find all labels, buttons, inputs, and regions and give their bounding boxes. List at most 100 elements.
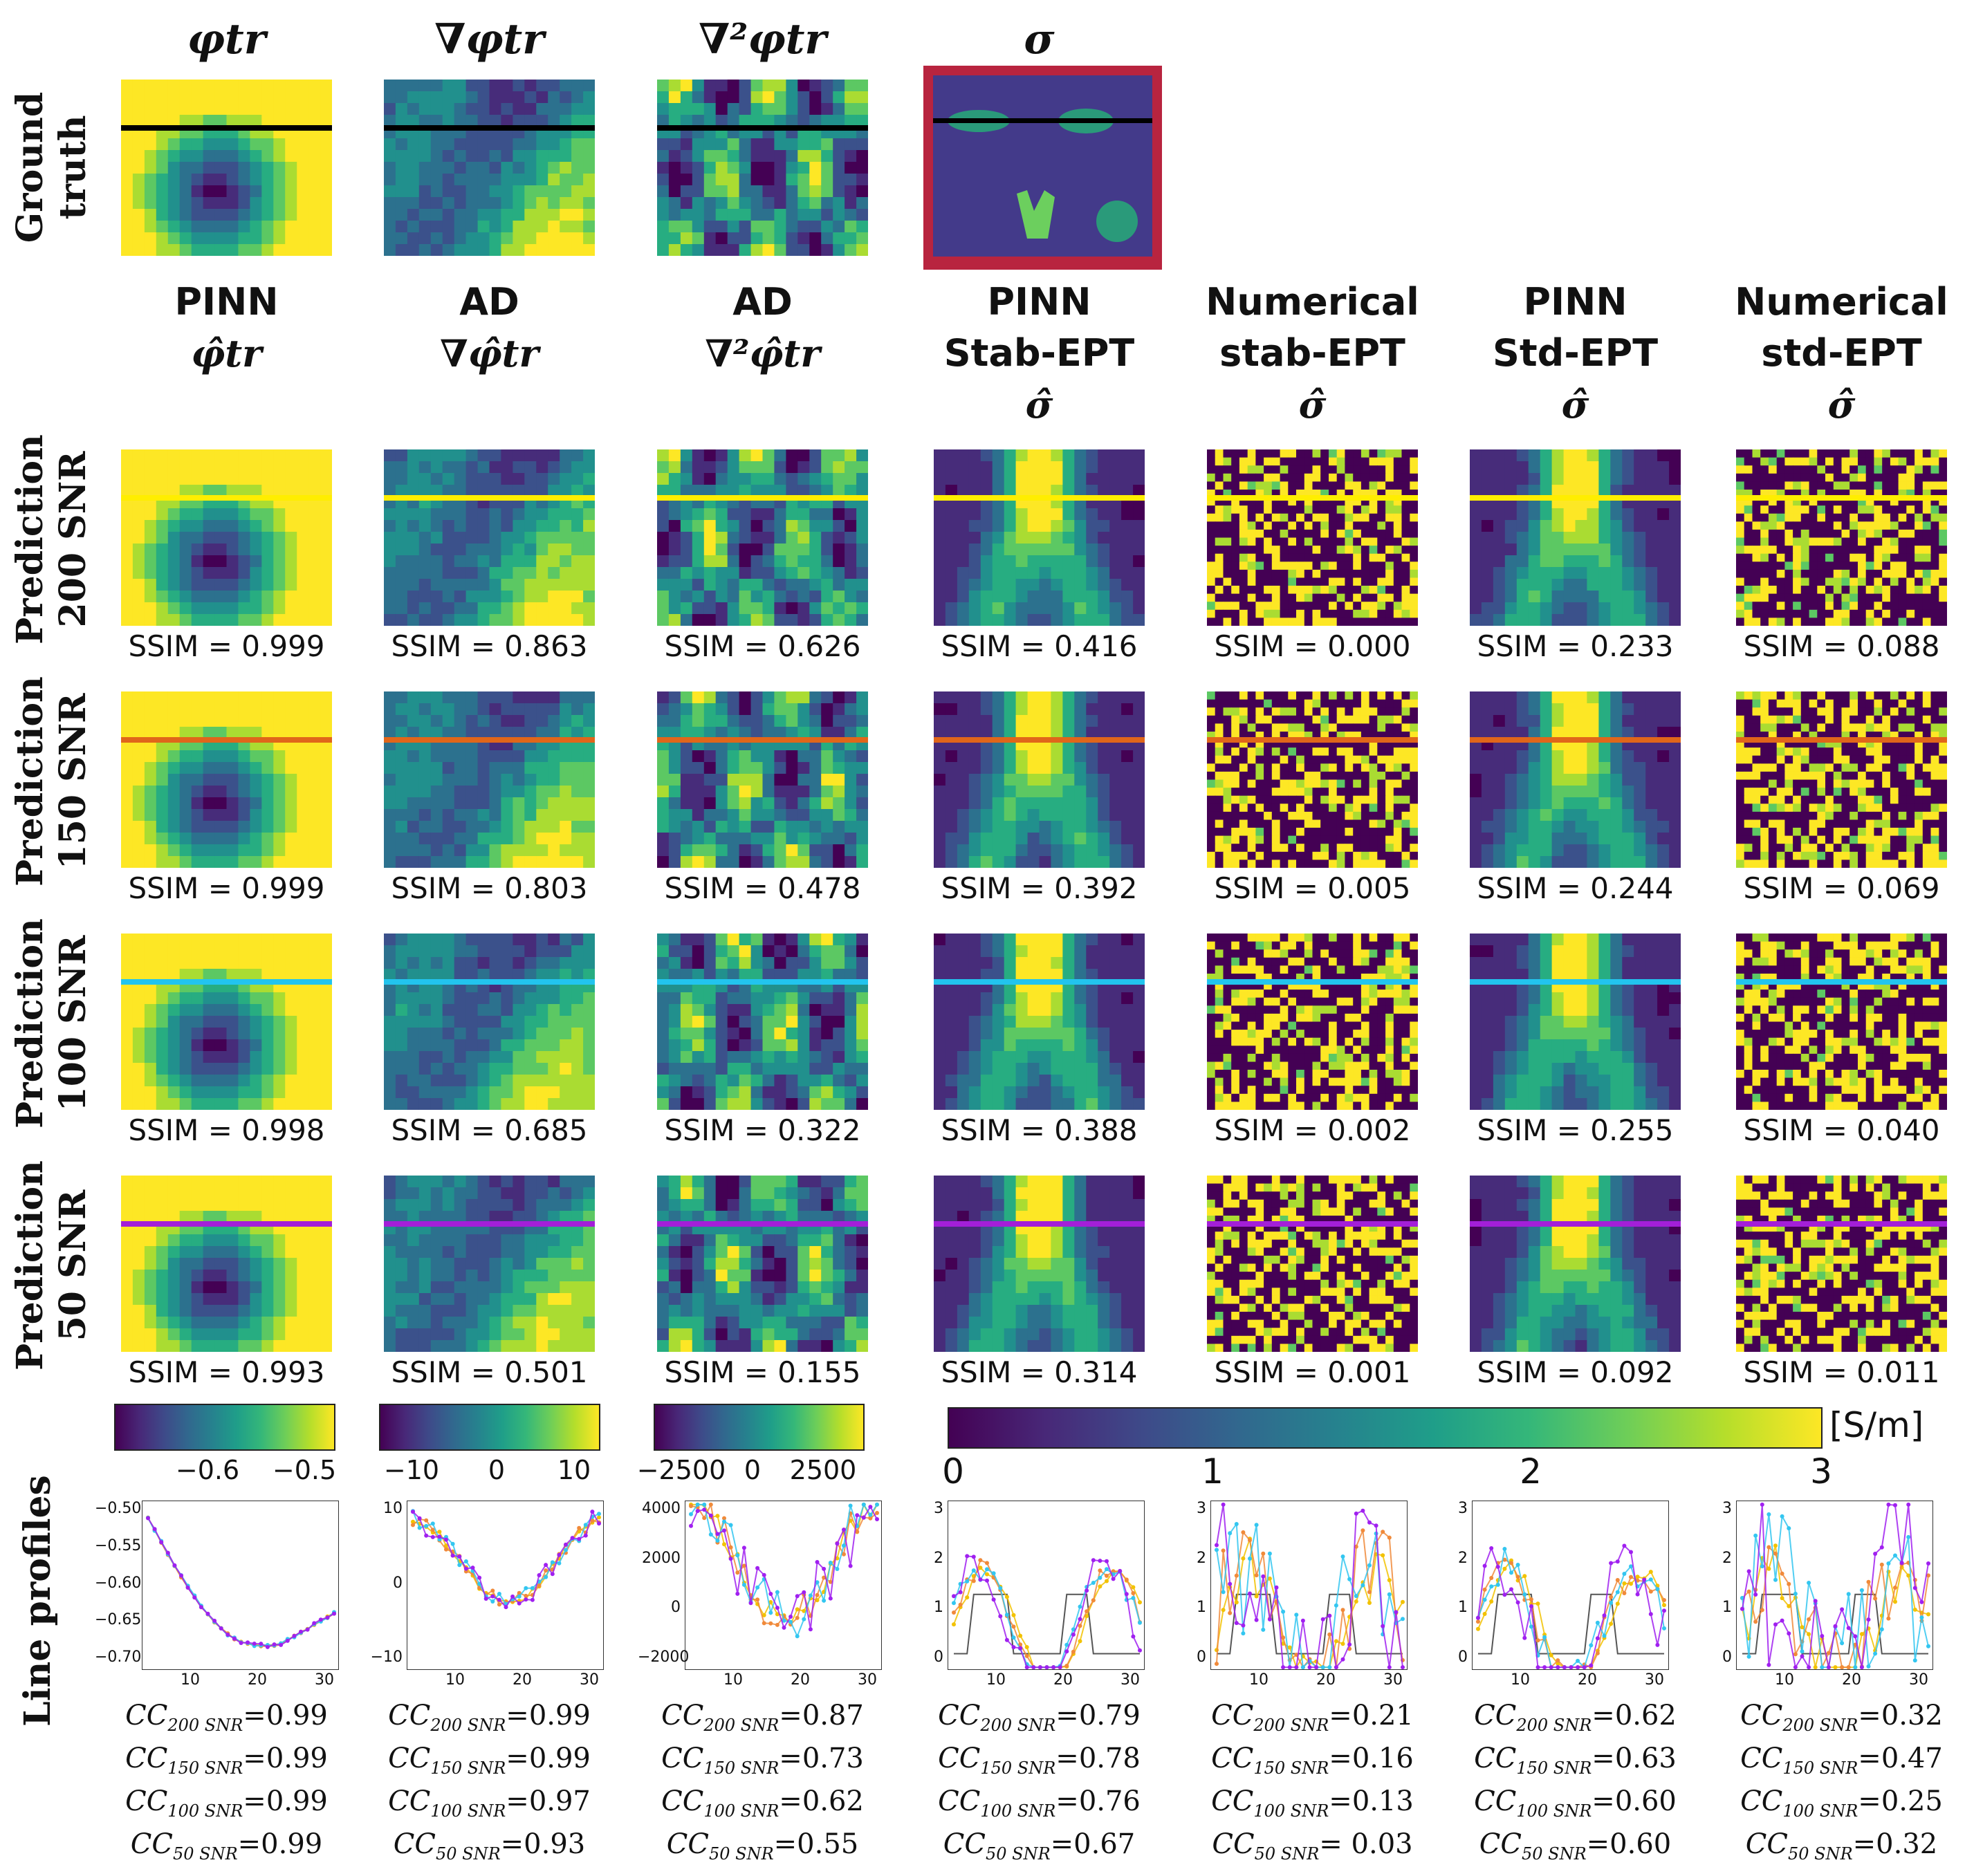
profile-point-snr50 [463,1566,468,1571]
column-header-line2: PINN [174,280,279,324]
profile-point-snr150 [728,1545,733,1550]
profile-point-snr100 [1609,1601,1614,1605]
colorbar-0-tick-1: −0.5 [272,1455,337,1485]
cc-subscript: 150 SNR [430,1758,506,1778]
line-profile-2-ytick-1: 2000 [642,1549,681,1567]
profile-point-snr50 [1004,1637,1009,1642]
profile-point-snr150 [1535,1638,1540,1643]
profile-point-snr100 [1886,1561,1891,1566]
profile-point-snr50 [483,1597,488,1601]
profile-point-snr200 [1926,1612,1930,1617]
cc-value: =0.21 [1329,1700,1414,1731]
row-label-snr-0: Prediction 200 SNR [9,434,95,644]
profile-point-snr150 [1482,1587,1487,1592]
profile-point-snr50 [537,1573,542,1577]
profile-point-snr50 [1522,1635,1527,1640]
profile-point-snr100 [1267,1551,1272,1556]
colorbar-3 [948,1407,1823,1449]
prediction-panel-r0-c4 [1207,449,1418,626]
ssim-r3-c3: SSIM = 0.314 [941,1355,1138,1389]
profile-point-snr50 [225,1633,230,1637]
cc-subscript: 50 SNR [172,1844,238,1864]
profile-point-snr200 [1780,1596,1784,1601]
profile-point-snr150 [1840,1665,1845,1670]
cc-r2-c4: CC100 SNR=0.13 [1188,1780,1437,1832]
cc-subscript: 150 SNR [703,1758,779,1778]
profile-point-snr150 [762,1621,766,1626]
column-header-line2: stab-EPT [1219,331,1405,375]
profile-series-snr150 [147,1517,335,1647]
profile-point-snr150 [1529,1597,1533,1601]
line-profile-2-ytick-0: 4000 [642,1500,681,1517]
profile-point-snr50 [1314,1665,1319,1670]
prediction-panel-r3-c1 [384,1176,595,1352]
profile-point-snr50 [544,1563,548,1568]
profile-point-snr50 [1648,1612,1653,1617]
profile-point-snr150 [768,1621,773,1626]
profile-point-snr150 [1787,1581,1791,1586]
profile-point-snr150 [1615,1578,1620,1582]
profile-point-snr50 [570,1536,575,1541]
profile-point-snr50 [159,1540,164,1545]
gt-profile-line [1742,1593,1928,1655]
cc-value: =0.13 [1329,1785,1414,1817]
profile-point-snr50 [597,1521,601,1526]
line-profile-3-ytick-2: 1 [934,1599,943,1617]
profile-point-snr50 [199,1605,203,1610]
row-label-line: Prediction [9,1160,51,1371]
cc-r3-c0: CC50 SNR=0.99 [102,1823,351,1875]
profile-point-snr50 [205,1611,210,1616]
colorbar-1 [379,1404,600,1451]
profile-point-snr100 [728,1523,733,1527]
cc-symbol: CC [1212,1828,1255,1860]
profile-point-snr100 [524,1586,528,1590]
profile-point-snr50 [1294,1665,1299,1670]
prediction-panel-r2-c0 [121,934,332,1110]
profile-point-snr50 [1873,1552,1878,1556]
gt-profile-line [1217,1593,1403,1655]
profile-point-snr150 [1261,1551,1266,1556]
cc-subscript: 100 SNR [167,1801,243,1821]
profile-point-snr50 [239,1641,243,1645]
line-profile-plot-4 [1210,1501,1408,1670]
line-profile-2-xtick-1: 20 [791,1671,810,1689]
profile-point-snr100 [1367,1563,1372,1568]
profile-point-snr100 [788,1619,793,1624]
colorbar-2-tick-2: 2500 [789,1455,857,1485]
profile-point-snr50 [1354,1511,1358,1516]
profile-point-snr200 [1522,1574,1527,1579]
profile-point-snr200 [1241,1556,1246,1561]
profile-point-snr150 [1826,1651,1831,1655]
profile-point-snr50 [564,1542,568,1547]
cc-r2-c5: CC100 SNR=0.60 [1451,1780,1700,1832]
cc-subscript: 100 SNR [1253,1801,1329,1821]
profile-point-snr50 [1394,1610,1399,1615]
line-profile-6-xtick-1: 20 [1842,1671,1861,1689]
line-profile-0-ytick-0: −0.50 [95,1500,142,1517]
ssim-r2-c2: SSIM = 0.322 [664,1113,861,1147]
profile-point-snr100 [564,1548,568,1552]
colorbar-1-tick-0: −10 [383,1455,440,1485]
profile-point-snr50 [1374,1523,1378,1528]
profile-point-snr150 [1760,1608,1764,1613]
profile-point-snr50 [702,1507,707,1512]
profile-point-snr200 [722,1542,726,1547]
profile-point-snr200 [1340,1642,1345,1646]
line-profile-4-xtick-2: 30 [1383,1671,1403,1689]
profile-point-snr100 [1919,1615,1924,1620]
cc-subscript: 150 SNR [1253,1758,1329,1778]
profile-line [657,125,868,131]
cc-symbol: CC [1740,1700,1783,1731]
profile-point-snr50 [1387,1665,1392,1670]
cc-subscript: 50 SNR [985,1844,1051,1864]
profile-point-snr150 [1064,1664,1069,1668]
profile-point-snr200 [1800,1625,1805,1630]
prediction-panel-r2-c4 [1207,934,1418,1110]
line-profile-3-xtick-0: 10 [986,1671,1006,1689]
profile-line [1736,737,1947,743]
profile-point-snr150 [1131,1591,1136,1595]
profile-point-snr200 [1556,1661,1560,1666]
profile-point-snr50 [292,1633,297,1638]
profile-point-snr50 [1138,1648,1142,1653]
cc-symbol: CC [666,1828,709,1860]
